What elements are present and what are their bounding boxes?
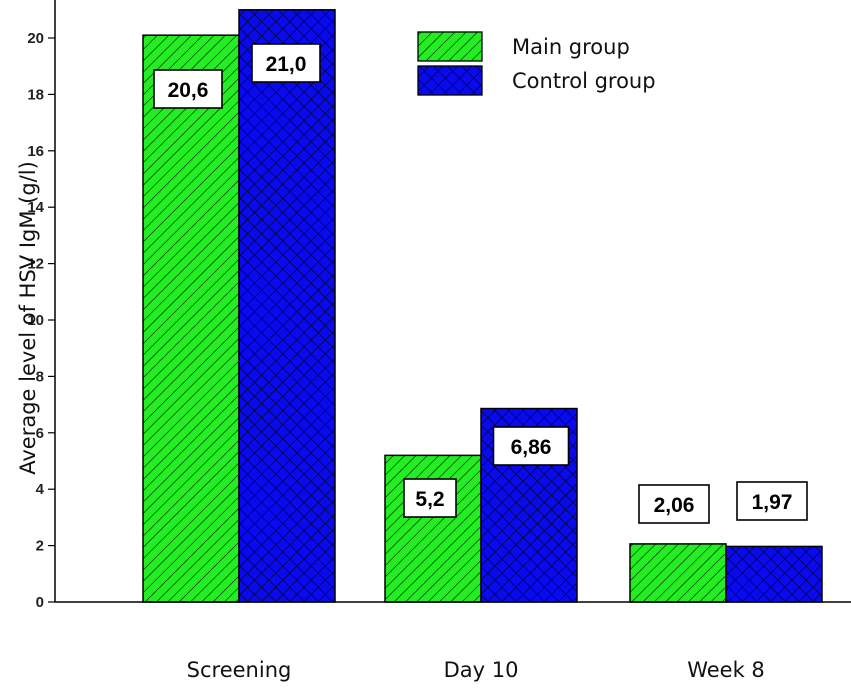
- y-axis: 0 2 4 6 8 10 12 14 16 18 20: [27, 0, 56, 611]
- data-label-box: [251, 43, 321, 83]
- data-label: 1,97: [736, 481, 808, 521]
- data-label-text: 20,6: [168, 79, 209, 102]
- legend: Main group Control group: [417, 31, 656, 96]
- legend-label: Main group: [512, 35, 630, 59]
- y-tick-label: 0: [36, 594, 44, 611]
- y-tick-label: 6: [36, 425, 44, 442]
- y-tick-label: 16: [27, 143, 44, 160]
- y-tick-label: 2: [36, 538, 44, 555]
- data-label: 21,0: [251, 43, 321, 83]
- data-label: 5,2: [403, 478, 457, 518]
- bars: [142, 9, 823, 603]
- legend-swatch-hatch: [417, 31, 483, 62]
- legend-label: Control group: [512, 69, 656, 93]
- bar-hatch: [629, 543, 727, 603]
- x-axis: Screening Day 10 Week 8: [55, 601, 851, 682]
- data-labels: 20,6 21,0 5,2 6,86 2,06 1,97: [153, 43, 808, 524]
- y-tick-label: 8: [36, 368, 44, 385]
- data-label-text: 5,2: [415, 488, 444, 511]
- data-label: 20,6: [153, 69, 223, 109]
- y-tick-label: 20: [27, 30, 44, 47]
- data-label: 6,86: [492, 426, 570, 466]
- data-label-text: 1,97: [752, 491, 793, 514]
- data-label: 2,06: [638, 484, 710, 524]
- data-label-text: 6,86: [511, 436, 552, 459]
- y-tick-label: 18: [27, 86, 44, 103]
- y-tick-label: 12: [27, 256, 44, 273]
- data-label-box: [736, 481, 808, 521]
- data-label-text: 21,0: [266, 53, 307, 76]
- legend-item-control: Control group: [417, 65, 656, 96]
- y-tick-label: 14: [27, 199, 44, 216]
- x-category-label: Screening: [187, 658, 292, 682]
- y-axis-label: Average level of HSV IgM (g/l): [16, 161, 40, 475]
- y-tick-label: 4: [36, 481, 45, 498]
- bar-hatch: [384, 454, 482, 603]
- data-label-box: [403, 478, 457, 518]
- x-category-label: Day 10: [444, 658, 519, 682]
- x-category-label: Week 8: [687, 658, 765, 682]
- legend-item-main: Main group: [417, 31, 630, 62]
- data-label-box: [153, 69, 223, 109]
- data-label-text: 2,06: [654, 494, 695, 517]
- y-tick-label: 10: [27, 312, 44, 329]
- bar-hatch: [725, 545, 823, 603]
- data-label-box: [638, 484, 710, 524]
- data-label-box: [492, 426, 570, 466]
- bar-hatch: [142, 34, 240, 603]
- legend-swatch-hatch: [417, 65, 483, 96]
- bar-hatch: [238, 9, 336, 603]
